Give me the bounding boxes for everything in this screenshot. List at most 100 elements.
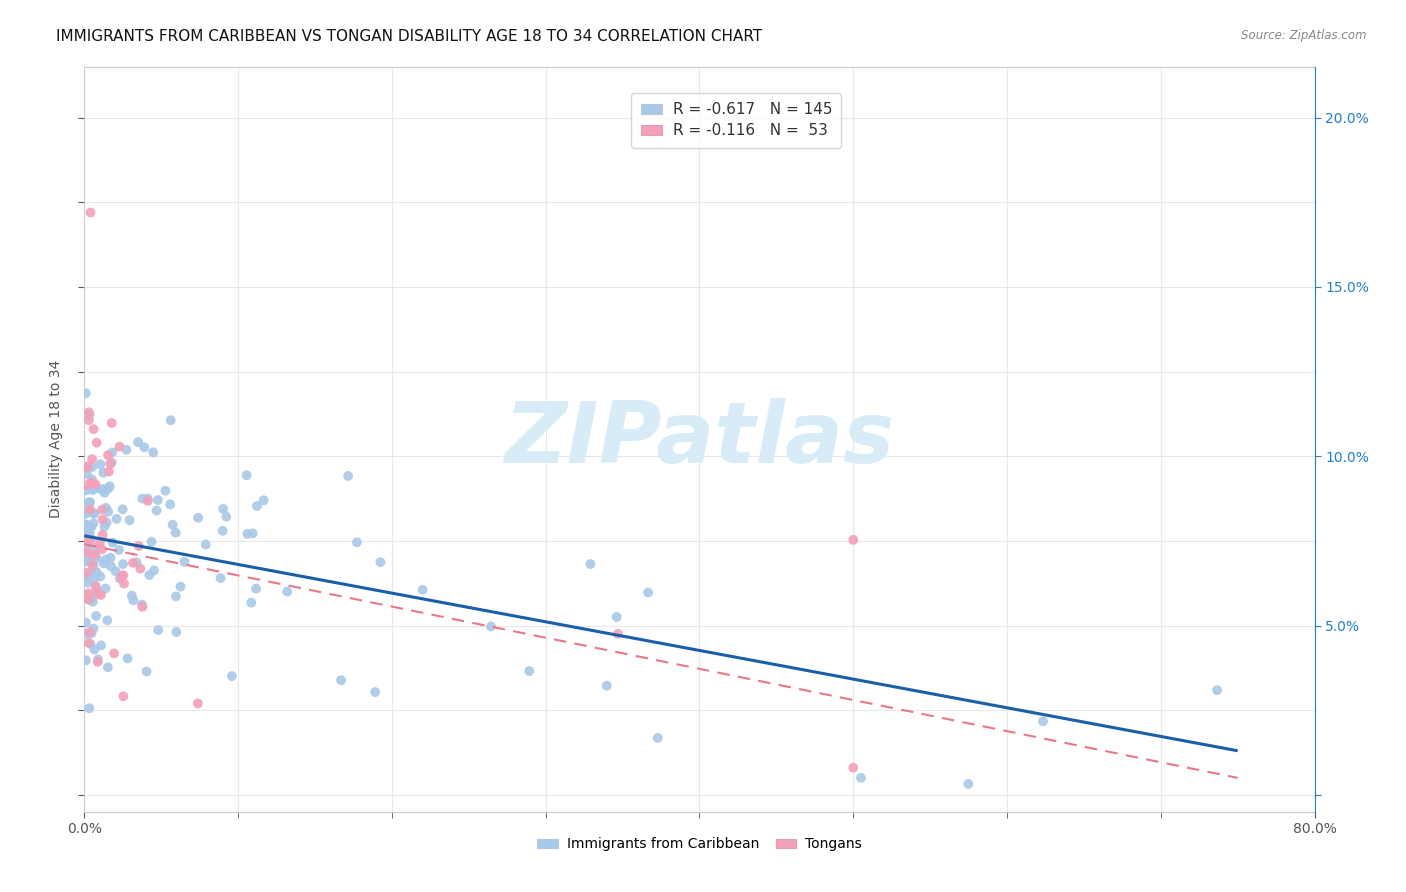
Legend: Immigrants from Caribbean, Tongans: Immigrants from Caribbean, Tongans <box>531 832 868 857</box>
Text: IMMIGRANTS FROM CARIBBEAN VS TONGAN DISABILITY AGE 18 TO 34 CORRELATION CHART: IMMIGRANTS FROM CARIBBEAN VS TONGAN DISA… <box>56 29 762 44</box>
Point <box>143 564 166 578</box>
Point <box>77 586 100 600</box>
Point <box>77 413 100 427</box>
Point <box>83 507 105 521</box>
Point <box>246 499 269 513</box>
Point <box>242 526 264 541</box>
Point <box>159 413 181 427</box>
Point <box>75 653 97 667</box>
Point <box>596 679 619 693</box>
Point <box>84 580 107 594</box>
Point <box>112 576 135 591</box>
Text: Source: ZipAtlas.com: Source: ZipAtlas.com <box>1241 29 1367 42</box>
Point <box>98 479 121 493</box>
Point <box>77 529 100 543</box>
Point <box>479 619 502 633</box>
Text: ZIPatlas: ZIPatlas <box>505 398 894 481</box>
Point <box>100 455 122 469</box>
Point <box>100 416 122 430</box>
Point <box>82 506 104 520</box>
Point <box>194 537 217 551</box>
Point <box>76 569 98 583</box>
Point <box>75 540 97 554</box>
Point <box>104 564 127 578</box>
Point <box>842 761 865 775</box>
Point <box>236 527 259 541</box>
Point <box>637 585 659 599</box>
Point <box>80 591 103 605</box>
Point <box>80 532 103 546</box>
Point <box>849 771 872 785</box>
Point <box>111 502 134 516</box>
Point <box>80 520 103 534</box>
Point <box>110 570 132 584</box>
Point <box>75 589 97 603</box>
Point <box>100 550 122 565</box>
Point <box>212 502 235 516</box>
Point <box>90 638 112 652</box>
Point <box>75 615 97 630</box>
Point <box>97 482 120 496</box>
Point <box>86 541 108 555</box>
Point <box>79 495 101 509</box>
Point <box>211 524 233 538</box>
Point <box>957 777 980 791</box>
Point <box>91 528 114 542</box>
Point <box>83 642 105 657</box>
Point <box>94 582 117 596</box>
Point <box>79 524 101 539</box>
Point <box>101 445 124 459</box>
Point <box>94 552 117 566</box>
Point <box>77 575 100 590</box>
Point <box>75 591 97 606</box>
Point <box>245 582 267 596</box>
Point <box>165 590 187 604</box>
Y-axis label: Disability Age 18 to 34: Disability Age 18 to 34 <box>49 360 63 518</box>
Point <box>131 491 153 506</box>
Point <box>235 468 257 483</box>
Point <box>80 475 103 490</box>
Point <box>118 513 141 527</box>
Point <box>77 701 100 715</box>
Point <box>129 561 152 575</box>
Point <box>412 582 434 597</box>
Point <box>76 626 98 640</box>
Point <box>96 516 118 530</box>
Point <box>146 623 169 637</box>
Point <box>76 549 98 564</box>
Point <box>108 440 131 454</box>
Point <box>93 485 115 500</box>
Point <box>187 697 209 711</box>
Point <box>91 483 114 498</box>
Point <box>97 465 120 479</box>
Point <box>112 690 135 704</box>
Point <box>79 502 101 516</box>
Point <box>96 614 118 628</box>
Point <box>76 566 98 580</box>
Point <box>86 565 108 579</box>
Point <box>86 550 108 565</box>
Point <box>89 458 111 472</box>
Point <box>142 445 165 459</box>
Point <box>76 541 98 555</box>
Point <box>115 442 138 457</box>
Point <box>136 493 159 508</box>
Point <box>80 476 103 491</box>
Point <box>83 574 105 588</box>
Point <box>87 652 110 666</box>
Point <box>82 452 104 467</box>
Point <box>76 533 98 547</box>
Point <box>97 505 120 519</box>
Point <box>77 405 100 419</box>
Point <box>79 592 101 607</box>
Point <box>252 493 274 508</box>
Point <box>76 460 98 475</box>
Point <box>91 512 114 526</box>
Point <box>128 539 150 553</box>
Point <box>276 584 298 599</box>
Point <box>91 482 114 496</box>
Point <box>579 557 602 571</box>
Point <box>97 660 120 674</box>
Point <box>82 460 104 475</box>
Point <box>75 517 97 532</box>
